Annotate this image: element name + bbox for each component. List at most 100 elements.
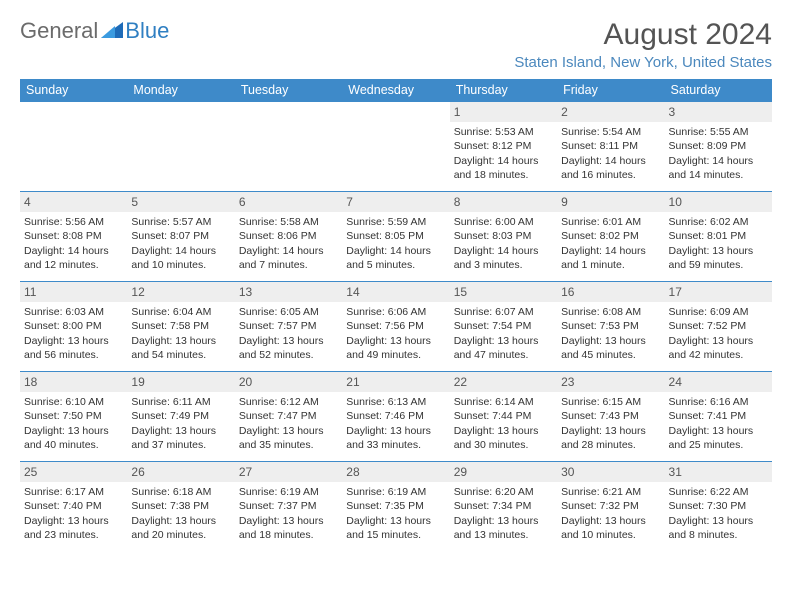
sunset-text: Sunset: 7:53 PM bbox=[561, 319, 660, 333]
day-number: 6 bbox=[235, 192, 342, 212]
calendar-day-cell: 17Sunrise: 6:09 AMSunset: 7:52 PMDayligh… bbox=[665, 282, 772, 372]
title-block: August 2024 Staten Island, New York, Uni… bbox=[514, 18, 772, 71]
calendar-table: SundayMondayTuesdayWednesdayThursdayFrid… bbox=[20, 79, 772, 552]
calendar-day-cell: 31Sunrise: 6:22 AMSunset: 7:30 PMDayligh… bbox=[665, 462, 772, 552]
day-number: 5 bbox=[127, 192, 234, 212]
sunset-text: Sunset: 7:57 PM bbox=[239, 319, 338, 333]
sunset-text: Sunset: 7:50 PM bbox=[24, 409, 123, 423]
sunset-text: Sunset: 7:54 PM bbox=[454, 319, 553, 333]
day-number: 12 bbox=[127, 282, 234, 302]
daylight-text: Daylight: 13 hours and 40 minutes. bbox=[24, 424, 123, 452]
day-number: 13 bbox=[235, 282, 342, 302]
calendar-day-cell: 11Sunrise: 6:03 AMSunset: 8:00 PMDayligh… bbox=[20, 282, 127, 372]
calendar-day-cell: 28Sunrise: 6:19 AMSunset: 7:35 PMDayligh… bbox=[342, 462, 449, 552]
calendar-day-cell: 20Sunrise: 6:12 AMSunset: 7:47 PMDayligh… bbox=[235, 372, 342, 462]
month-title: August 2024 bbox=[514, 18, 772, 52]
calendar-day-cell bbox=[127, 102, 234, 192]
sunset-text: Sunset: 7:35 PM bbox=[346, 499, 445, 513]
day-number: 19 bbox=[127, 372, 234, 392]
sunrise-text: Sunrise: 6:17 AM bbox=[24, 485, 123, 499]
calendar-day-cell: 5Sunrise: 5:57 AMSunset: 8:07 PMDaylight… bbox=[127, 192, 234, 282]
calendar-day-cell: 25Sunrise: 6:17 AMSunset: 7:40 PMDayligh… bbox=[20, 462, 127, 552]
day-number: 29 bbox=[450, 462, 557, 482]
daylight-text: Daylight: 13 hours and 20 minutes. bbox=[131, 514, 230, 542]
daylight-text: Daylight: 13 hours and 30 minutes. bbox=[454, 424, 553, 452]
day-number: 1 bbox=[450, 102, 557, 122]
sunset-text: Sunset: 7:41 PM bbox=[669, 409, 768, 423]
logo: General Blue bbox=[20, 18, 169, 44]
calendar-day-cell: 15Sunrise: 6:07 AMSunset: 7:54 PMDayligh… bbox=[450, 282, 557, 372]
day-number: 21 bbox=[342, 372, 449, 392]
daylight-text: Daylight: 13 hours and 33 minutes. bbox=[346, 424, 445, 452]
sunrise-text: Sunrise: 6:01 AM bbox=[561, 215, 660, 229]
calendar-day-cell: 29 Sunrise: 6:20 AMSunset: 7:34 PMDayligh… bbox=[450, 462, 557, 552]
sunrise-text: Sunrise: 5:55 AM bbox=[669, 125, 768, 139]
day-number: 30 bbox=[557, 462, 664, 482]
calendar-day-cell: 27Sunrise: 6:19 AMSunset: 7:37 PMDayligh… bbox=[235, 462, 342, 552]
sunrise-text: Sunrise: 6:20 AM bbox=[454, 485, 553, 499]
logo-text-1: General bbox=[20, 18, 98, 44]
sunrise-text: Sunrise: 6:09 AM bbox=[669, 305, 768, 319]
sunrise-text: Sunrise: 6:19 AM bbox=[239, 485, 338, 499]
calendar-day-cell bbox=[235, 102, 342, 192]
daylight-text: Daylight: 13 hours and 49 minutes. bbox=[346, 334, 445, 362]
calendar-day-cell: 21Sunrise: 6:13 AMSunset: 7:46 PMDayligh… bbox=[342, 372, 449, 462]
calendar-day-cell: 3Sunrise: 5:55 AMSunset: 8:09 PMDaylight… bbox=[665, 102, 772, 192]
sunset-text: Sunset: 7:47 PM bbox=[239, 409, 338, 423]
daylight-text: Daylight: 13 hours and 42 minutes. bbox=[669, 334, 768, 362]
daylight-text: Daylight: 13 hours and 28 minutes. bbox=[561, 424, 660, 452]
calendar-day-cell: 4Sunrise: 5:56 AMSunset: 8:08 PMDaylight… bbox=[20, 192, 127, 282]
calendar-day-cell: 24Sunrise: 6:16 AMSunset: 7:41 PMDayligh… bbox=[665, 372, 772, 462]
daylight-text: Daylight: 13 hours and 47 minutes. bbox=[454, 334, 553, 362]
sunrise-text: Sunrise: 6:04 AM bbox=[131, 305, 230, 319]
calendar-day-cell: 2Sunrise: 5:54 AMSunset: 8:11 PMDaylight… bbox=[557, 102, 664, 192]
calendar-day-cell: 12Sunrise: 6:04 AMSunset: 7:58 PMDayligh… bbox=[127, 282, 234, 372]
day-number: 2 bbox=[557, 102, 664, 122]
sunset-text: Sunset: 7:30 PM bbox=[669, 499, 768, 513]
sunrise-text: Sunrise: 6:13 AM bbox=[346, 395, 445, 409]
sunrise-text: Sunrise: 5:56 AM bbox=[24, 215, 123, 229]
sunset-text: Sunset: 7:52 PM bbox=[669, 319, 768, 333]
sunset-text: Sunset: 7:38 PM bbox=[131, 499, 230, 513]
calendar-body: 1Sunrise: 5:53 AMSunset: 8:12 PMDaylight… bbox=[20, 102, 772, 552]
daylight-text: Daylight: 13 hours and 56 minutes. bbox=[24, 334, 123, 362]
sunset-text: Sunset: 8:02 PM bbox=[561, 229, 660, 243]
calendar-day-cell: 6Sunrise: 5:58 AMSunset: 8:06 PMDaylight… bbox=[235, 192, 342, 282]
sunrise-text: Sunrise: 6:16 AM bbox=[669, 395, 768, 409]
calendar-day-cell: 16Sunrise: 6:08 AMSunset: 7:53 PMDayligh… bbox=[557, 282, 664, 372]
daylight-text: Daylight: 13 hours and 23 minutes. bbox=[24, 514, 123, 542]
sunrise-text: Sunrise: 6:07 AM bbox=[454, 305, 553, 319]
sunrise-text: Sunrise: 5:57 AM bbox=[131, 215, 230, 229]
sunrise-text: Sunrise: 6:10 AM bbox=[24, 395, 123, 409]
sunset-text: Sunset: 7:34 PM bbox=[454, 499, 553, 513]
daylight-text: Daylight: 13 hours and 37 minutes. bbox=[131, 424, 230, 452]
sunrise-text: Sunrise: 6:21 AM bbox=[561, 485, 660, 499]
sunset-text: Sunset: 7:43 PM bbox=[561, 409, 660, 423]
daylight-text: Daylight: 14 hours and 3 minutes. bbox=[454, 244, 553, 272]
calendar-day-cell: 10Sunrise: 6:02 AMSunset: 8:01 PMDayligh… bbox=[665, 192, 772, 282]
sunset-text: Sunset: 7:40 PM bbox=[24, 499, 123, 513]
calendar-day-cell: 13Sunrise: 6:05 AMSunset: 7:57 PMDayligh… bbox=[235, 282, 342, 372]
sunset-text: Sunset: 7:44 PM bbox=[454, 409, 553, 423]
sunset-text: Sunset: 8:03 PM bbox=[454, 229, 553, 243]
daylight-text: Daylight: 14 hours and 14 minutes. bbox=[669, 154, 768, 182]
daylight-text: Daylight: 13 hours and 25 minutes. bbox=[669, 424, 768, 452]
day-header: Monday bbox=[127, 79, 234, 102]
sunrise-text: Sunrise: 6:11 AM bbox=[131, 395, 230, 409]
daylight-text: Daylight: 13 hours and 13 minutes. bbox=[454, 514, 553, 542]
calendar-week-row: 25Sunrise: 6:17 AMSunset: 7:40 PMDayligh… bbox=[20, 462, 772, 552]
calendar-day-cell: 1Sunrise: 5:53 AMSunset: 8:12 PMDaylight… bbox=[450, 102, 557, 192]
calendar-day-cell: 19Sunrise: 6:11 AMSunset: 7:49 PMDayligh… bbox=[127, 372, 234, 462]
location: Staten Island, New York, United States bbox=[514, 54, 772, 71]
daylight-text: Daylight: 14 hours and 12 minutes. bbox=[24, 244, 123, 272]
sunrise-text: Sunrise: 6:06 AM bbox=[346, 305, 445, 319]
sunrise-text: Sunrise: 6:14 AM bbox=[454, 395, 553, 409]
calendar-day-cell: 23Sunrise: 6:15 AMSunset: 7:43 PMDayligh… bbox=[557, 372, 664, 462]
daylight-text: Daylight: 14 hours and 10 minutes. bbox=[131, 244, 230, 272]
daylight-text: Daylight: 13 hours and 15 minutes. bbox=[346, 514, 445, 542]
sunset-text: Sunset: 7:58 PM bbox=[131, 319, 230, 333]
calendar-week-row: 11Sunrise: 6:03 AMSunset: 8:00 PMDayligh… bbox=[20, 282, 772, 372]
calendar-week-row: 4Sunrise: 5:56 AMSunset: 8:08 PMDaylight… bbox=[20, 192, 772, 282]
day-header: Sunday bbox=[20, 79, 127, 102]
calendar-day-cell bbox=[342, 102, 449, 192]
